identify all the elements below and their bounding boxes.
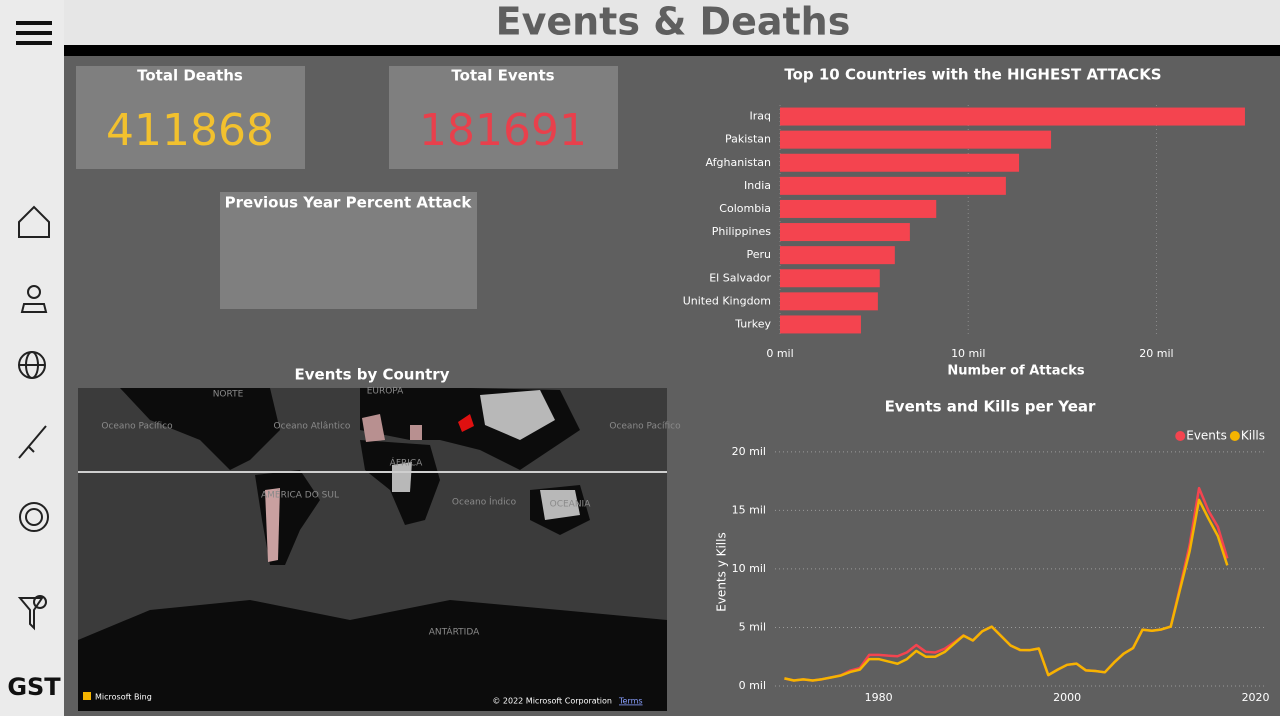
filter-icon[interactable]: [17, 595, 47, 631]
card-value: 181691: [419, 105, 587, 156]
card-title: Total Deaths: [137, 67, 243, 85]
map-label: ÁFRICA: [390, 457, 424, 469]
y-tick-label: 20 mil: [732, 445, 766, 458]
map-label: OCEANIA: [550, 500, 592, 510]
card-title: Previous Year Percent Attack: [225, 194, 473, 212]
map-label: NORTE: [213, 390, 244, 400]
card: [220, 192, 477, 309]
map-label: Oceano Atlântico: [274, 422, 351, 432]
x-tick-label: 0 mil: [766, 347, 793, 360]
x-tick-label: 20 mil: [1139, 347, 1173, 360]
map-brand: Microsoft Bing: [95, 693, 152, 702]
y-tick-label: Peru: [746, 248, 771, 261]
y-tick-label: India: [744, 179, 771, 192]
card-value: 411868: [106, 105, 274, 156]
map-label: ANTÁRTIDA: [429, 626, 480, 638]
globe-icon[interactable]: [18, 351, 46, 379]
y-tick-label: 15 mil: [732, 503, 766, 516]
line: [784, 498, 1229, 682]
x-tick-label: 10 mil: [951, 347, 985, 360]
card: [389, 66, 618, 169]
bar: [780, 130, 1052, 149]
page-title: Events & Deaths: [496, 0, 851, 44]
y-tick-label: Afghanistan: [706, 156, 772, 169]
home-icon[interactable]: [18, 205, 50, 238]
map-icon[interactable]: [20, 285, 48, 313]
y-tick-label: Colombia: [719, 202, 771, 215]
y-tick-label: 5 mil: [739, 620, 766, 633]
card: [76, 66, 305, 169]
legend-label: Kills: [1241, 429, 1265, 443]
highlight-country: [458, 414, 474, 432]
map: NORTE EUROPA Oceano Pacífico Oceano Atlâ…: [78, 387, 681, 711]
y-tick-label: El Salvador: [709, 271, 771, 284]
highlight-country: [265, 390, 580, 562]
bar: [780, 153, 1020, 172]
map-label: Oceano Índico: [452, 496, 517, 508]
sidebar: [0, 0, 64, 716]
chart-title: Events and Kills per Year: [885, 398, 1096, 416]
map-terms[interactable]: Terms: [618, 697, 643, 706]
target-icon[interactable]: [19, 502, 49, 532]
map-label: Oceano Pacífico: [609, 422, 681, 432]
bar: [780, 269, 880, 288]
bar: [780, 199, 937, 218]
bar: [780, 107, 1245, 126]
bar: [780, 246, 895, 265]
map-title: Events by Country: [295, 366, 450, 384]
legend-label: Events: [1186, 429, 1227, 443]
menu-button[interactable]: [16, 21, 52, 45]
x-tick-label: 2020: [1242, 691, 1270, 704]
y-axis-label: Events y Kills: [715, 532, 729, 611]
x-tick-label: 1980: [865, 691, 893, 704]
bar: [780, 223, 910, 242]
card-title: Total Events: [451, 67, 554, 85]
bar: [780, 292, 878, 311]
y-tick-label: United Kingdom: [683, 294, 771, 307]
map-label: AMÉRICA DO SUL: [261, 489, 339, 501]
x-axis-label: Number of Attacks: [947, 364, 1084, 379]
y-tick-label: Philippines: [712, 225, 772, 238]
y-tick-label: 10 mil: [732, 562, 766, 575]
bar: [780, 176, 1006, 195]
map-label: EUROPA: [367, 387, 404, 397]
bing-logo: [83, 692, 91, 700]
top-bar: [0, 0, 1280, 45]
y-tick-label: Iraq: [750, 110, 772, 123]
bar: [780, 315, 861, 334]
map-label: Oceano Pacífico: [101, 422, 173, 432]
header-rule: [64, 45, 1280, 56]
legend-marker: [1229, 431, 1240, 441]
weapon-icon[interactable]: [18, 425, 47, 459]
y-tick-label: Turkey: [734, 317, 771, 330]
logo: GST: [7, 673, 61, 701]
legend-marker: [1175, 431, 1186, 441]
map-copyright: © 2022 Microsoft Corporation: [492, 697, 612, 706]
y-tick-label: 0 mil: [739, 679, 766, 692]
x-tick-label: 2000: [1053, 691, 1081, 704]
y-tick-label: Pakistan: [725, 133, 771, 146]
chart-title: Top 10 Countries with the HIGHEST ATTACK…: [784, 66, 1161, 84]
